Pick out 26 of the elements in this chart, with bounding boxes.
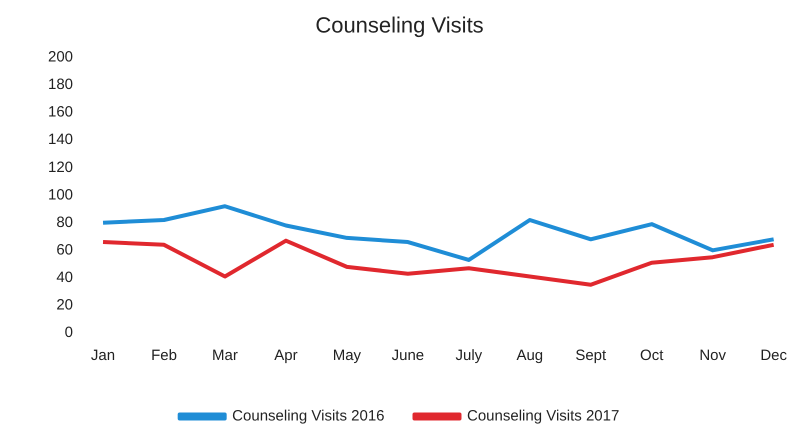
y-tick-label: 80 bbox=[56, 214, 74, 231]
y-tick-label: 20 bbox=[56, 296, 74, 314]
y-tick-label: 120 bbox=[48, 158, 74, 176]
y-tick-label: 40 bbox=[56, 269, 74, 286]
x-tick-label: Oct bbox=[640, 347, 664, 364]
legend-label: Counseling Visits 2016 bbox=[232, 408, 385, 425]
x-tick-label: Jan bbox=[90, 347, 116, 364]
x-tick-label: May bbox=[332, 347, 362, 364]
legend-label: Counseling Visits 2017 bbox=[467, 408, 620, 425]
y-tick-label: 0 bbox=[64, 324, 74, 342]
y-tick-label: 200 bbox=[48, 48, 74, 66]
y-tick-label: 140 bbox=[48, 131, 74, 148]
y-tick-label: 160 bbox=[48, 104, 74, 121]
x-tick-label: Nov bbox=[699, 347, 727, 364]
x-tick-label: July bbox=[455, 347, 483, 364]
chart-title: Counseling Visits bbox=[315, 12, 484, 38]
x-tick-label: Aug bbox=[516, 347, 544, 364]
x-tick-label: Mar bbox=[212, 347, 238, 364]
x-tick-label: Sept bbox=[575, 347, 608, 364]
y-tick-label: 180 bbox=[48, 76, 74, 94]
y-tick-label: 60 bbox=[56, 241, 74, 258]
x-tick-label: Dec bbox=[760, 347, 788, 364]
x-tick-label: June bbox=[392, 347, 424, 364]
y-tick-label: 100 bbox=[48, 186, 74, 204]
x-tick-label: Apr bbox=[274, 347, 298, 364]
x-tick-label: Feb bbox=[151, 347, 177, 364]
